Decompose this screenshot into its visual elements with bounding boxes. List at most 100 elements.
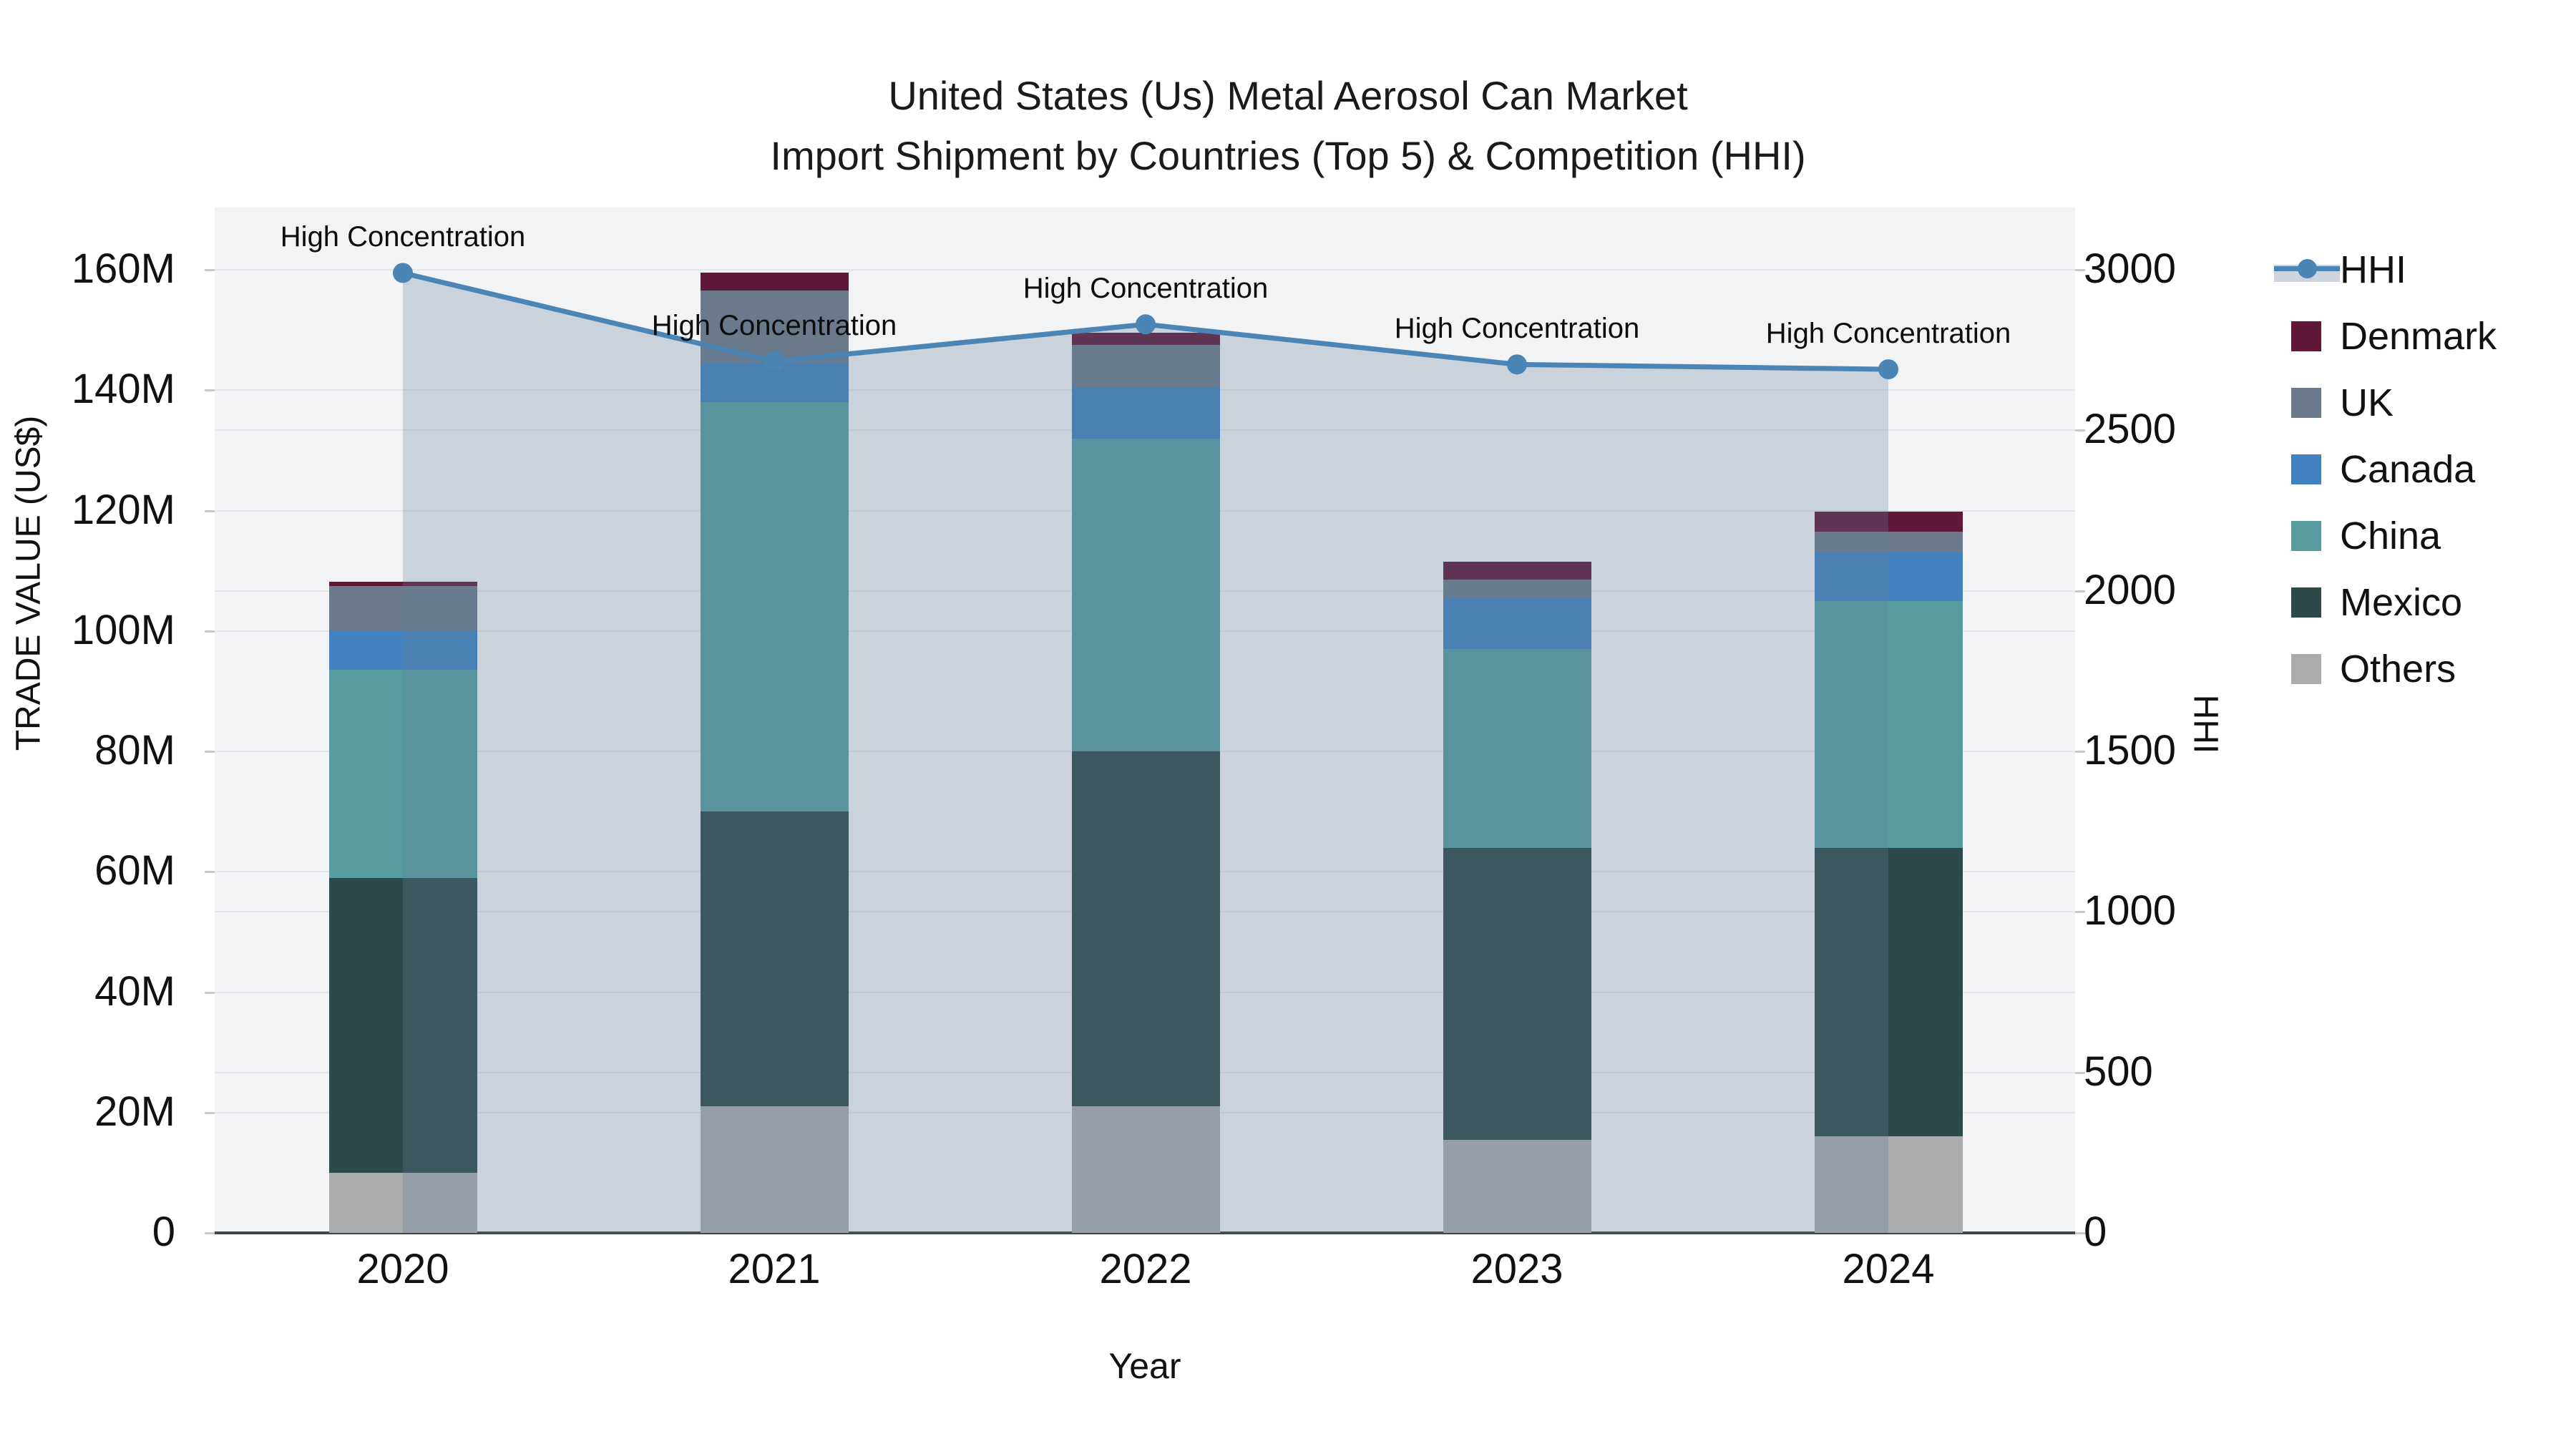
right-axis-tick-label: 3000 [2084,245,2177,292]
right-axis-tick-label: 1500 [2084,727,2177,774]
bar-segment-canada [1443,597,1591,649]
left-axis-tick-label: 60M [94,847,175,894]
bar-segment-canada [1071,387,1220,439]
bar-segment-china [328,670,477,878]
legend-swatch-china [2291,520,2321,551]
bar-segment-uk [1814,531,1963,553]
left-axis-tick-label: 0 [152,1209,175,1255]
right-axis-tick-label: 2500 [2084,406,2177,453]
left-axis-tick-label: 40M [94,967,175,1015]
left-axis-title: TRADE VALUE (US$) [9,415,48,751]
legend-item-mexico[interactable]: Mexico [2274,569,2497,635]
left-axis-tick-label: 140M [71,366,175,413]
legend-item-denmark[interactable]: Denmark [2274,303,2497,369]
bar-segment-mexico [1814,847,1963,1137]
legend: HHI Denmark UK Canada China Mexico Others [2274,236,2497,702]
legend-item-others[interactable]: Others [2274,635,2497,702]
legend-label: Others [2340,647,2457,691]
annotation-high-concentration: High Concentration [651,309,897,341]
left-axis-tick-mark [205,509,215,512]
left-axis-tick-mark [205,991,215,994]
annotation-high-concentration: High Concentration [1765,318,2011,350]
right-axis-tick-mark [2075,1232,2085,1234]
left-axis-tick-mark [205,1232,215,1234]
plot-area [215,208,2075,1234]
bar-segment-others [1443,1139,1591,1233]
annotation-high-concentration: High Concentration [1023,273,1269,305]
left-axis-tick-mark [205,1111,215,1114]
left-axis-tick-mark [205,630,215,633]
left-axis-tick-mark [205,871,215,874]
legend-swatch-others [2291,653,2321,684]
bar-segment-others [700,1106,849,1233]
bar-segment-mexico [1071,751,1220,1107]
hhi-marker [1878,359,1898,380]
right-axis-tick-mark [2075,429,2085,432]
right-axis-tick-mark [2075,269,2085,271]
right-axis-tick-label: 2000 [2084,566,2177,613]
legend-item-uk[interactable]: UK [2274,369,2497,436]
bar-segment-mexico [328,877,477,1173]
bar-segment-china [1443,648,1591,848]
bar-segment-others [1071,1106,1220,1233]
bar-segment-china [700,402,849,812]
bar-segment-others [1814,1136,1963,1233]
legend-label: UK [2340,381,2394,424]
bar-segment-china [1071,438,1220,751]
legend-item-canada[interactable]: Canada [2274,436,2497,502]
bar-segment-uk [1443,580,1591,598]
bar-segment-uk [1071,345,1220,388]
bar-segment-mexico [1443,847,1591,1140]
left-axis-tick-mark [205,751,215,753]
left-axis-tick-label: 120M [71,486,175,533]
gridline [215,269,2075,270]
bar-segment-others [328,1172,477,1233]
bar-segment-canada [328,630,477,670]
legend-item-china[interactable]: China [2274,502,2497,569]
legend-swatch-denmark [2291,321,2321,351]
bar-segment-mexico [700,811,849,1107]
right-axis-tick-label: 0 [2084,1209,2107,1255]
bar-segment-china [1814,600,1963,848]
right-axis-tick-mark [2075,911,2085,914]
bar-segment-canada [1814,552,1963,601]
bar-segment-denmark [328,581,477,586]
legend-swatch-canada [2291,454,2321,484]
right-axis-tick-mark [2075,1071,2085,1074]
right-axis-tick-mark [2075,751,2085,753]
x-axis-tick-label-2022: 2022 [1099,1246,1192,1292]
legend-item-hhi[interactable]: HHI [2274,236,2497,303]
hhi-marker [393,263,413,283]
bar-segment-denmark [1443,562,1591,580]
legend-label: Denmark [2340,314,2497,358]
bar-segment-denmark [1814,512,1963,532]
annotation-high-concentration: High Concentration [280,221,526,253]
annotation-high-concentration: High Concentration [1394,313,1640,345]
hhi-marker [1507,354,1527,375]
right-axis-title: HHI [2186,694,2225,754]
right-axis-tick-label: 1000 [2084,887,2177,935]
x-axis-tick-label-2021: 2021 [728,1246,821,1292]
hhi-marker [1136,314,1156,335]
left-axis-tick-label: 160M [71,245,175,292]
legend-label: Mexico [2340,580,2463,624]
bar-segment-denmark [700,273,849,291]
chart-title-line1: United States (Us) Metal Aerosol Can Mar… [888,73,1688,118]
left-axis-tick-label: 80M [94,727,175,774]
x-axis-line [215,1231,2075,1234]
x-axis-tick-label-2023: 2023 [1470,1246,1563,1292]
hhi-line-sample-icon [2274,255,2340,285]
right-axis-tick-mark [2075,590,2085,592]
x-axis-tick-label-2020: 2020 [356,1246,449,1292]
legend-label: Canada [2340,447,2476,491]
legend-swatch-mexico [2291,587,2321,618]
x-axis-title: Year [1108,1346,1181,1386]
right-axis-tick-label: 500 [2084,1048,2153,1095]
chart-title-line2: Import Shipment by Countries (Top 5) & C… [770,133,1806,178]
legend-label: HHI [2340,248,2406,291]
bar-segment-uk [328,585,477,631]
left-axis-tick-mark [205,269,215,271]
x-axis-tick-label-2024: 2024 [1842,1246,1935,1292]
left-axis-tick-label: 20M [94,1088,175,1135]
